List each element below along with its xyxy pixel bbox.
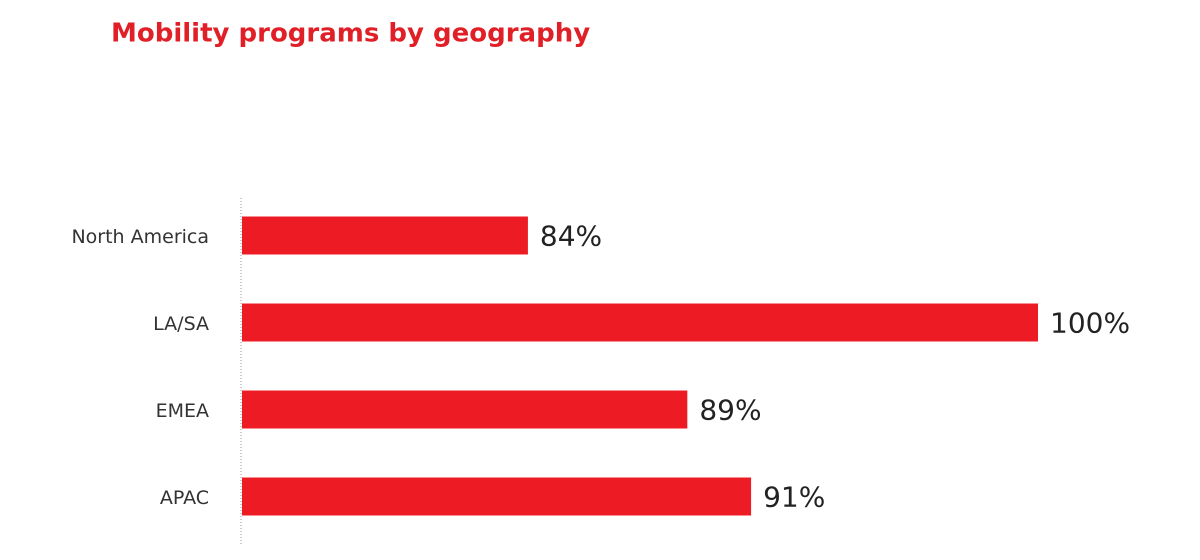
bar [242,390,688,429]
category-label: APAC [160,487,209,509]
bar [242,303,1038,342]
chart-title: Mobility programs by geography [111,19,590,49]
category-label: North America [71,226,209,248]
category-label: EMEA [156,400,209,422]
value-label: 84% [540,220,602,253]
value-label: 89% [699,394,761,427]
value-label: 91% [763,481,825,514]
bar [242,216,528,255]
value-label: 100% [1050,307,1130,340]
category-label: LA/SA [153,313,209,335]
bar [242,477,752,516]
